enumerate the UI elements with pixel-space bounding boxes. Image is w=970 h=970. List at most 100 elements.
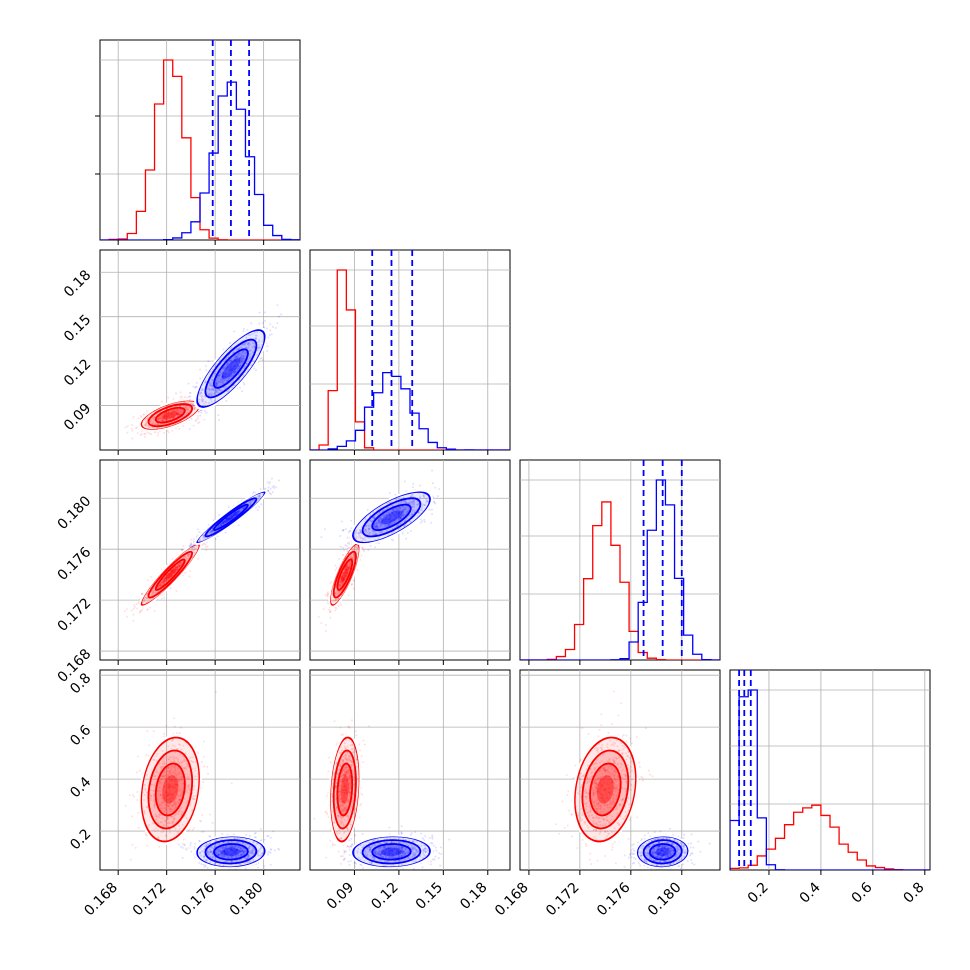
contour-level	[221, 510, 241, 525]
scatter-point	[163, 432, 166, 435]
scatter-point	[191, 547, 194, 550]
scatter-point	[207, 360, 210, 363]
scatter-point	[153, 421, 156, 424]
scatter-point	[220, 521, 223, 524]
scatter-point	[269, 492, 272, 495]
scatter-point	[222, 371, 225, 374]
scatter-point	[163, 413, 166, 416]
scatter-point	[172, 410, 175, 413]
scatter-point	[170, 413, 173, 416]
scatter-point	[201, 397, 204, 400]
scatter-point	[364, 518, 367, 521]
scatter-point	[157, 585, 160, 588]
scatter-point	[372, 511, 375, 514]
scatter-point	[234, 511, 237, 514]
scatter-point	[144, 789, 147, 792]
scatter-point	[168, 411, 171, 414]
scatter-point	[240, 361, 243, 364]
scatter-point	[238, 510, 241, 513]
scatter-point	[240, 357, 243, 360]
scatter-point	[254, 338, 257, 341]
scatter-point	[386, 507, 389, 510]
scatter-point	[171, 569, 174, 572]
scatter-point	[235, 513, 238, 516]
scatter-point	[323, 528, 326, 531]
scatter-point	[200, 398, 203, 401]
scatter-point	[384, 518, 387, 521]
scatter-point	[411, 503, 414, 506]
scatter-point	[233, 368, 236, 371]
scatter-point	[362, 537, 365, 540]
scatter-point	[208, 384, 211, 387]
scatter-point	[230, 782, 233, 785]
scatter-point	[178, 413, 181, 416]
scatter-point	[399, 516, 402, 519]
scatter-point	[340, 582, 343, 585]
scatter-point	[164, 416, 167, 419]
scatter-point	[144, 425, 147, 428]
scatter-point	[358, 531, 361, 534]
scatter-point	[235, 371, 238, 374]
scatter-point	[388, 518, 391, 521]
scatter-point	[364, 529, 367, 532]
scatter-point	[428, 508, 431, 511]
scatter-point	[399, 517, 402, 520]
scatter-point	[339, 545, 342, 548]
scatter-point	[228, 517, 231, 520]
scatter-point	[214, 362, 217, 365]
scatter-point	[204, 365, 207, 368]
scatter-point	[162, 420, 165, 423]
scatter-point	[349, 552, 352, 555]
scatter-point	[174, 801, 177, 804]
scatter-point	[167, 572, 170, 575]
scatter-point	[130, 427, 133, 430]
scatter-point	[382, 518, 385, 521]
scatter-point	[221, 375, 224, 378]
scatter-point	[177, 408, 180, 411]
scatter-point	[159, 583, 162, 586]
scatter-point	[162, 415, 165, 418]
scatter-point	[239, 359, 242, 362]
scatter-point	[148, 793, 151, 796]
scatter-point	[256, 353, 259, 356]
scatter-point	[228, 517, 231, 520]
scatter-point	[344, 571, 347, 574]
scatter-point	[218, 419, 221, 422]
scatter-point	[356, 546, 359, 549]
scatter-point	[342, 580, 345, 583]
scatter-point	[207, 532, 210, 535]
scatter-point	[163, 762, 166, 765]
scatter-point	[343, 577, 346, 580]
scatter-point	[362, 550, 365, 553]
scatter-point	[166, 576, 169, 579]
scatter-point	[237, 374, 240, 377]
scatter-point	[243, 365, 246, 368]
contour-halo	[194, 327, 268, 410]
scatter-point	[398, 514, 401, 517]
scatter-point	[163, 581, 166, 584]
scatter-point	[199, 539, 202, 542]
scatter-point	[249, 500, 252, 503]
scatter-point	[339, 585, 342, 588]
scatter-point	[258, 346, 261, 349]
scatter-point	[361, 540, 364, 543]
scatter-point	[158, 781, 161, 784]
scatter-point	[201, 813, 204, 816]
scatter-point	[172, 571, 175, 574]
scatter-point	[182, 556, 185, 559]
scatter-point	[360, 537, 363, 540]
scatter-point	[239, 357, 242, 360]
scatter-point	[225, 519, 228, 522]
scatter-point	[352, 553, 355, 556]
contour-halo	[138, 398, 202, 432]
scatter-point	[172, 571, 175, 574]
scatter-point	[178, 427, 181, 430]
scatter-point	[236, 510, 239, 513]
scatter-point	[169, 574, 172, 577]
scatter-point	[374, 533, 377, 536]
scatter-point	[348, 564, 351, 567]
scatter-point	[238, 347, 241, 350]
scatter-point	[175, 773, 178, 776]
scatter-point	[231, 373, 234, 376]
scatter-point	[417, 511, 420, 514]
